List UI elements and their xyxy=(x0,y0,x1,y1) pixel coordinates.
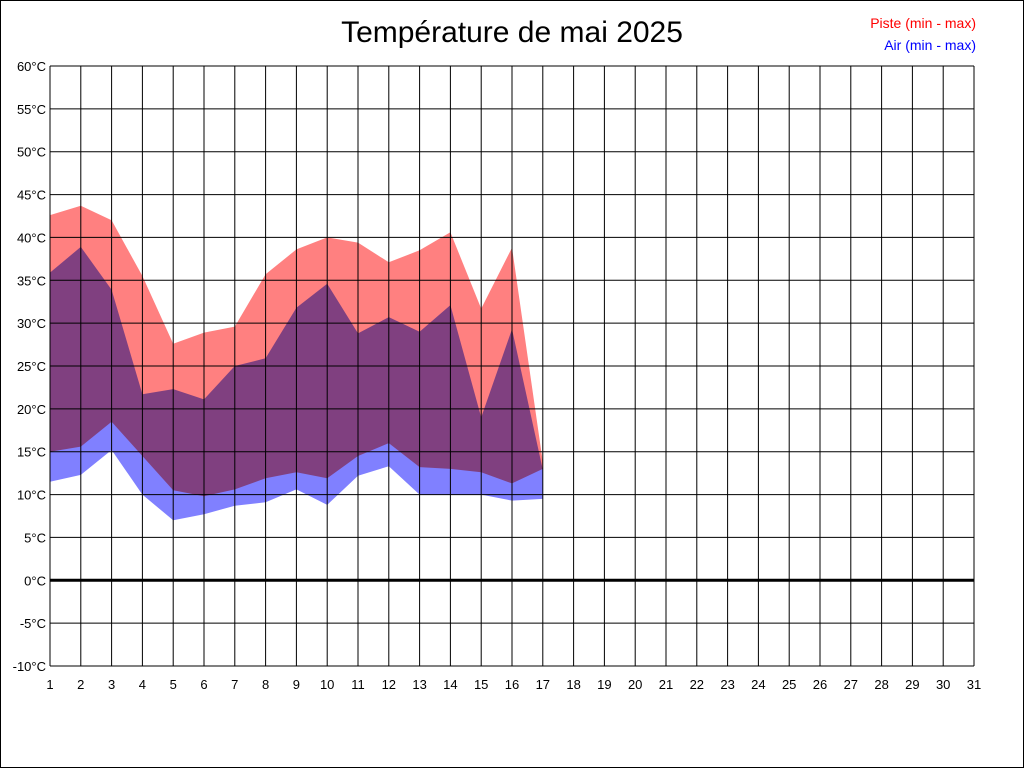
y-tick-label: -5°C xyxy=(20,616,46,631)
y-tick-label: 35°C xyxy=(17,273,46,288)
x-tick-label: 27 xyxy=(844,677,858,692)
y-tick-label: 50°C xyxy=(17,145,46,160)
x-tick-label: 17 xyxy=(536,677,550,692)
x-tick-label: 25 xyxy=(782,677,796,692)
x-tick-label: 9 xyxy=(293,677,300,692)
y-tick-label: 30°C xyxy=(17,316,46,331)
y-tick-label: 0°C xyxy=(24,573,46,588)
y-tick-label: 5°C xyxy=(24,530,46,545)
x-tick-label: 3 xyxy=(108,677,115,692)
y-tick-label: 25°C xyxy=(17,359,46,374)
x-tick-label: 22 xyxy=(690,677,704,692)
x-tick-label: 15 xyxy=(474,677,488,692)
x-tick-label: 19 xyxy=(597,677,611,692)
y-tick-label: 10°C xyxy=(17,488,46,503)
y-tick-label: 20°C xyxy=(17,402,46,417)
chart-title: Température de mai 2025 xyxy=(341,16,683,49)
x-tick-label: 30 xyxy=(936,677,950,692)
x-tick-label: 21 xyxy=(659,677,673,692)
x-tick-label: 20 xyxy=(628,677,642,692)
y-tick-label: 60°C xyxy=(17,59,46,74)
y-tick-label: -10°C xyxy=(13,659,46,674)
x-tick-label: 12 xyxy=(382,677,396,692)
x-tick-label: 28 xyxy=(874,677,888,692)
x-tick-label: 29 xyxy=(905,677,919,692)
y-tick-label: 40°C xyxy=(17,230,46,245)
x-tick-label: 16 xyxy=(505,677,519,692)
axes: -10°C -5°C 0°C 5°C 10°C 15°C 20°C 25°C 30°C 35°C 4… xyxy=(13,59,982,692)
x-tick-label: 14 xyxy=(443,677,457,692)
x-tick-label: 10 xyxy=(320,677,334,692)
x-tick-label: 11 xyxy=(351,677,365,692)
x-tick-label: 18 xyxy=(566,677,580,692)
y-tick-label: 15°C xyxy=(17,445,46,460)
x-tick-label: 31 xyxy=(967,677,981,692)
x-tick-label: 2 xyxy=(77,677,84,692)
y-tick-label: 55°C xyxy=(17,102,46,117)
y-tick-label: 45°C xyxy=(17,188,46,203)
x-tick-label: 23 xyxy=(720,677,734,692)
x-tick-label: 26 xyxy=(813,677,827,692)
x-tick-label: 6 xyxy=(200,677,207,692)
x-tick-label: 4 xyxy=(139,677,146,692)
grid xyxy=(49,65,975,667)
x-tick-label: 8 xyxy=(262,677,269,692)
x-tick-label: 7 xyxy=(231,677,238,692)
x-tick-label: 5 xyxy=(170,677,177,692)
legend-piste: Piste (min - max) xyxy=(870,15,976,31)
x-tick-label: 1 xyxy=(46,677,53,692)
x-tick-label: 24 xyxy=(751,677,765,692)
legend-air: Air (min - max) xyxy=(884,37,976,53)
x-tick-label: 13 xyxy=(412,677,426,692)
